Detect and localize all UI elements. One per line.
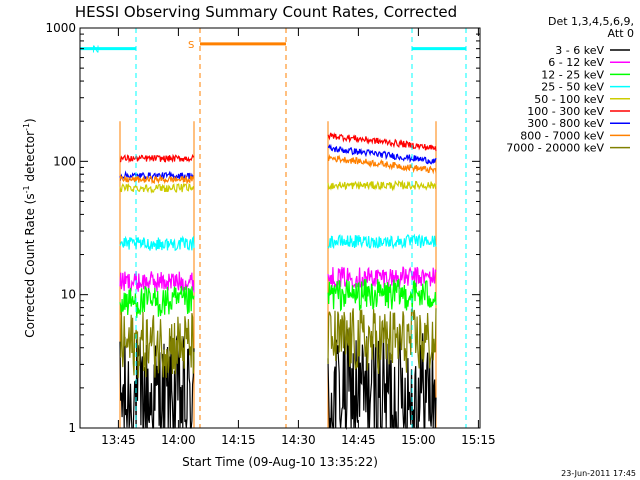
y-axis-label: Corrected Count Rate (s-1 detector-1): [22, 118, 37, 337]
flag-label: N: [92, 45, 99, 56]
legend-label: 7000 - 20000 keV: [506, 142, 604, 155]
legend-label: 50 - 100 keV: [534, 93, 604, 106]
y-tick-label: 100: [53, 154, 76, 168]
series-trace: [327, 307, 437, 374]
legend-label: 6 - 12 keV: [548, 56, 604, 69]
series-trace: [327, 266, 437, 290]
legend-label: 800 - 7000 keV: [520, 129, 604, 142]
x-tick-label: 14:15: [221, 433, 256, 447]
x-tick-label: 13:45: [101, 433, 136, 447]
y-axis-label-part: detector: [23, 131, 37, 186]
legend-label: 300 - 800 keV: [527, 117, 604, 130]
legend-label: 3 - 6 keV: [555, 44, 604, 57]
x-tick-label: 15:15: [461, 433, 496, 447]
y-axis-label-sup: -1: [22, 185, 31, 193]
plot-content: [119, 121, 437, 430]
x-tick-label: 14:45: [341, 433, 376, 447]
timestamp: 23-Jun-2011 17:45: [561, 469, 636, 478]
x-axis-label: Start Time (09-Aug-10 13:35:22): [182, 455, 378, 469]
series-trace: [327, 179, 437, 192]
legend-label: 12 - 25 keV: [541, 68, 604, 81]
series-trace: [327, 143, 437, 165]
series-trace: [119, 285, 195, 318]
legend-header-attenuator: Att 0: [608, 27, 634, 40]
series-trace: [327, 233, 437, 250]
series-trace: [119, 235, 195, 252]
series-trace: [327, 278, 437, 312]
legend-label: 25 - 50 keV: [541, 81, 604, 94]
legend-header-detectors: Det 1,3,4,5,6,9,: [548, 15, 634, 28]
y-tick-label: 10: [61, 288, 76, 302]
series-trace: [328, 153, 437, 175]
y-axis-label-part: Corrected Count Rate (s: [23, 193, 37, 337]
flag-label: S: [188, 40, 194, 51]
series-trace: [327, 132, 437, 152]
x-tick-label: 14:30: [281, 433, 316, 447]
x-tick-label: 15:00: [401, 433, 436, 447]
y-axis-label-part: ): [23, 118, 37, 123]
series-trace: [119, 311, 195, 378]
series-trace: [119, 153, 195, 164]
axis-ticks: 1 10 100 1000 13:45 14:00 14:15 14:30 14:45 15:00…: [45, 21, 495, 447]
legend-label: 100 - 300 keV: [527, 105, 604, 118]
y-tick-label: 1: [68, 421, 76, 435]
chart-title: HESSI Observing Summary Count Rates, Cor…: [75, 3, 457, 21]
plot-frame: [79, 27, 481, 429]
y-axis-label-sup: -1: [22, 123, 31, 131]
series-trace: [119, 271, 195, 293]
series-trace: [119, 174, 195, 186]
y-tick-label: 1000: [45, 21, 76, 35]
series-trace: [119, 182, 195, 194]
x-tick-label: 14:00: [161, 433, 196, 447]
